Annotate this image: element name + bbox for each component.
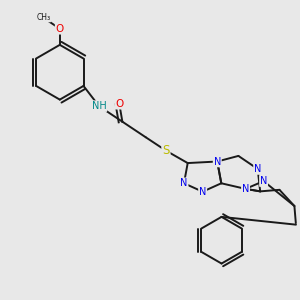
Text: N: N: [260, 176, 267, 186]
Text: N: N: [180, 178, 188, 188]
Text: N: N: [214, 157, 221, 166]
Text: N: N: [254, 164, 261, 174]
Text: O: O: [56, 24, 64, 34]
Text: CH₃: CH₃: [36, 13, 50, 22]
Text: N: N: [242, 184, 249, 194]
Text: NH: NH: [92, 101, 106, 111]
Text: S: S: [162, 144, 169, 157]
Text: N: N: [199, 187, 206, 197]
Text: O: O: [115, 99, 123, 109]
